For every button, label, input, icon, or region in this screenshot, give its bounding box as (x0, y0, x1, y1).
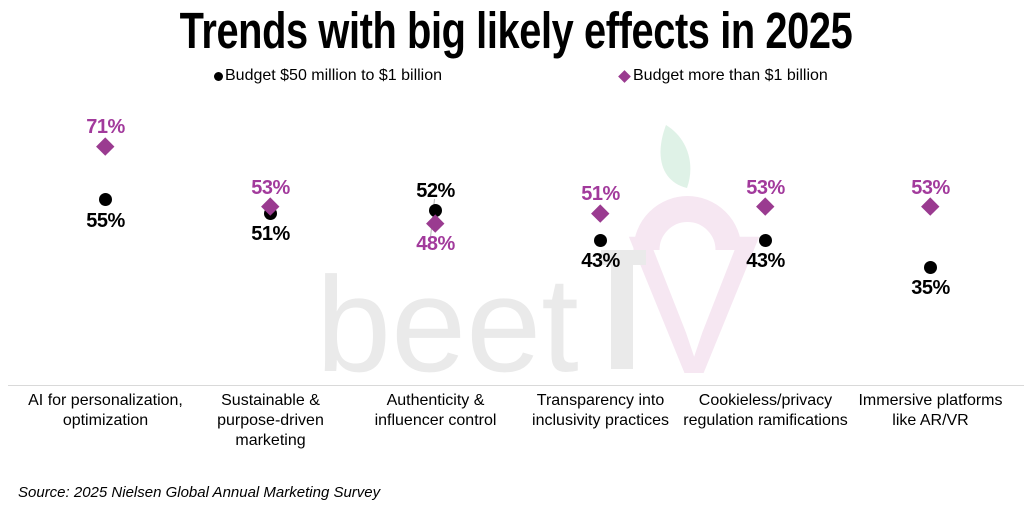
category-label: Transparency into inclusivity practices (532, 392, 669, 429)
data-label: 51% (581, 183, 620, 206)
category-label: Cookieless/privacy regulation ramificati… (683, 392, 848, 429)
data-label: 71% (86, 116, 125, 139)
watermark-beet-ring-icon (633, 196, 742, 251)
legend-item-mid-budget: Budget $50 million to $1 billion (214, 66, 442, 86)
data-label: 53% (746, 176, 785, 199)
data-label: 43% (581, 250, 620, 273)
data-label: 43% (746, 250, 785, 273)
category-label: Immersive platforms like AR/VR (858, 392, 1003, 429)
legend-label: Budget $50 million to $1 billion (225, 67, 443, 84)
x-axis-line (8, 385, 1024, 386)
data-label: 53% (251, 176, 290, 199)
data-point-dot (594, 233, 607, 247)
watermark-leaf-icon (660, 125, 691, 188)
data-label: 55% (86, 209, 125, 232)
watermark-t-letter (601, 250, 646, 369)
data-point-dot (429, 203, 442, 217)
source-note: Source: 2025 Nielsen Global Annual Marke… (18, 484, 381, 501)
category-label: AI for personalization, optimization (28, 392, 183, 429)
watermark-beet-text: beet (316, 249, 579, 400)
data-label: 35% (911, 277, 950, 300)
category-label: Sustainable & purpose-driven marketing (217, 392, 324, 449)
data-point-dot (99, 193, 112, 207)
chart-title: Trends with big likely effects in 2025 (179, 2, 853, 59)
watermark-v-letter: V (628, 194, 760, 415)
data-label: 51% (251, 223, 290, 246)
category-label: Authenticity & influencer control (374, 392, 497, 429)
data-label: 48% (416, 233, 455, 256)
data-label: 52% (416, 180, 455, 203)
data-point-dot (924, 260, 937, 274)
legend-item-big-budget: Budget more than $1 billion (618, 66, 828, 86)
data-label: 53% (911, 176, 950, 199)
circle-marker-icon (214, 71, 223, 81)
data-point-dot (759, 233, 772, 247)
legend-label: Budget more than $1 billion (633, 67, 828, 84)
